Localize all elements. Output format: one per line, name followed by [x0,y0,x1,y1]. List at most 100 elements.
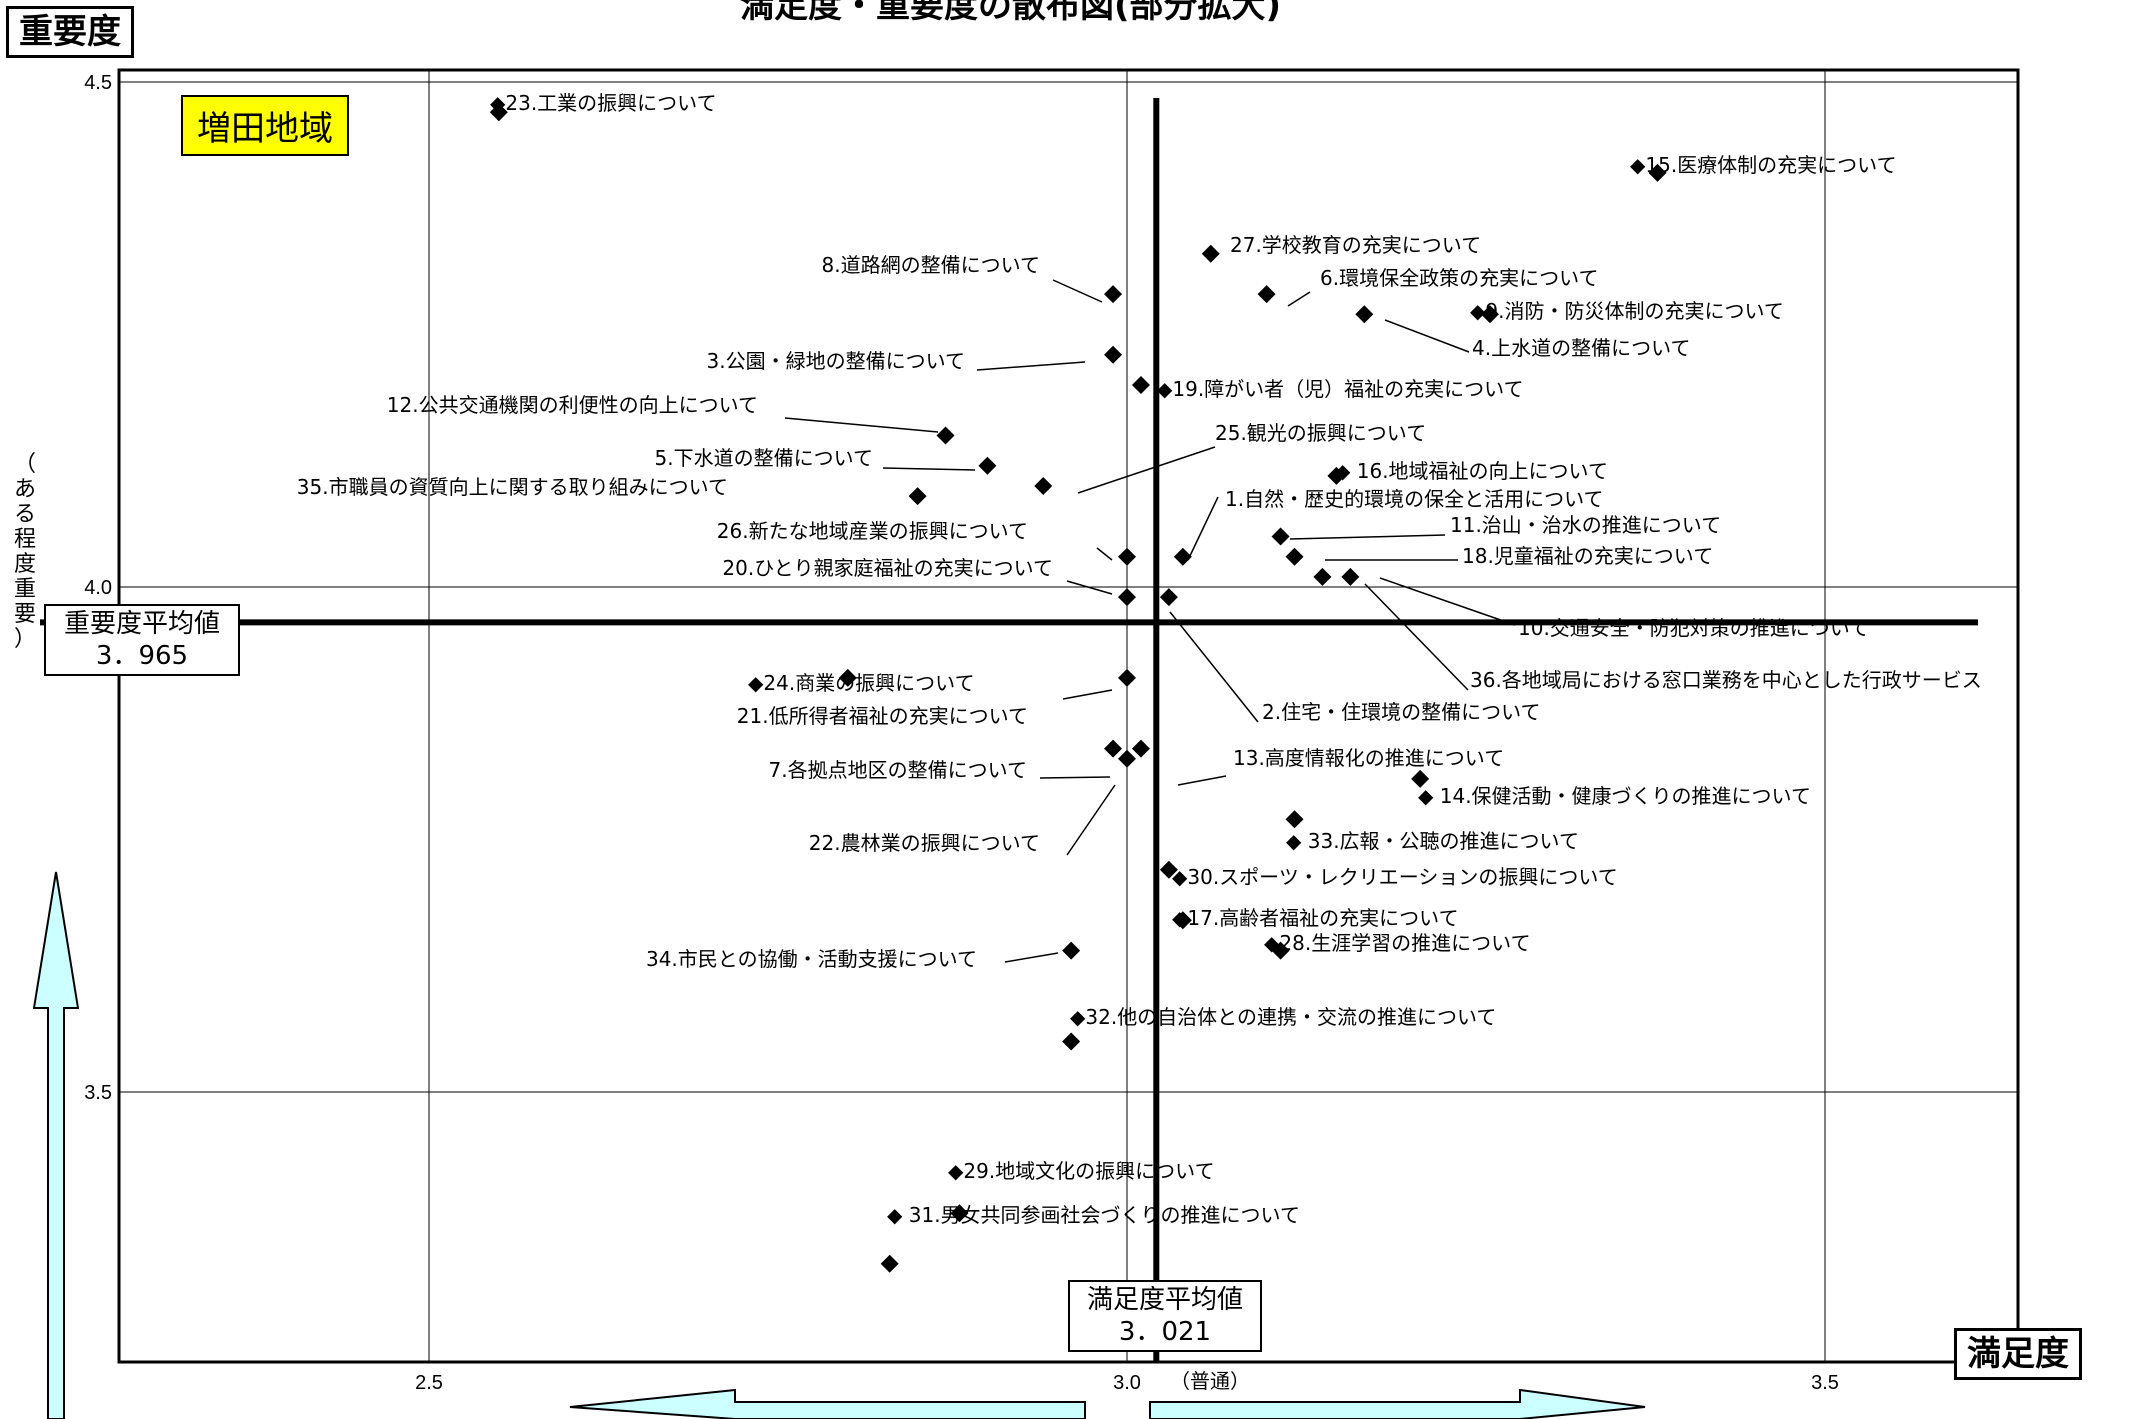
plot-frame [117,68,2020,1364]
data-point-label: 27.学校教育の充実について [1230,233,1481,257]
data-point-label: 26.新たな地域産業の振興について [717,519,1028,543]
leader-line [882,467,976,471]
data-point-marker [1285,810,1304,829]
data-point-label: 2.住宅・住環境の整備について [1262,700,1540,724]
normal-label: （普通） [1170,1369,1250,1393]
data-point-marker [1257,285,1276,304]
x-tick-labels: 2.5 3.0 3.5 [415,1372,1839,1394]
y-side-char: 程 [13,527,36,552]
data-point-label: 22.農林業の振興について [809,831,1040,855]
data-point-marker [1313,567,1332,586]
satisfaction-left-arrow [569,1388,1086,1419]
data-point-marker [1327,466,1346,485]
data-point-label: 11.治山・治水の推進について [1450,513,1721,537]
data-point-marker [1062,1032,1081,1051]
data-point-marker [1104,285,1123,304]
data-labels: ◆23.工業の振興について ◆15.医療体制の充実について 27.学校教育の充実につ… [297,91,1982,1227]
data-point-marker [1271,527,1290,546]
y-side-char: （ [13,452,36,477]
leader-line [1379,577,1516,626]
leader-line [1187,496,1219,561]
data-point-label: ◆23.工業の振興について [490,91,717,115]
avg-importance-box: 重要度平均値 3．965 [44,604,240,676]
data-point-label: ◆30.スポーツ・レクリエーションの振興について [1172,865,1618,889]
leader-line [1052,279,1103,303]
x-tick-label: 3.5 [1811,1372,1839,1394]
data-point-label: 4.上水道の整備について [1472,336,1690,360]
x-axis-header: 満足度 [1954,1328,2082,1380]
data-point-marker [1131,739,1150,758]
data-point-marker [1285,547,1304,566]
data-point-marker [1271,941,1290,960]
data-point-marker [1201,244,1220,263]
data-point-label: 12.公共交通機関の利便性の向上について [387,393,758,417]
data-point-label: 34.市民との協働・活動支援について [646,947,977,971]
data-point-marker [1411,769,1430,788]
data-point-label: ◆32.他の自治体との連携・交流の推進について [1070,1005,1496,1029]
data-point-marker [1355,305,1374,324]
data-point-label: 20.ひとり親家庭福祉の充実について [722,556,1053,580]
data-point-label: ◆ 33.広報・公聴の推進について [1286,829,1579,853]
data-point-label: 18.児童福祉の充実について [1462,544,1713,568]
y-side-char: る [13,502,36,527]
y-tick-labels: 4.5 4.0 3.5 [84,72,112,1104]
data-point-label: 25.観光の振興について [1215,421,1426,445]
data-point-label: ◆ 31.男女共同参画社会づくりの推進について [887,1203,1300,1227]
data-point-marker [880,1254,899,1273]
data-point-label: 8.道路網の整備について [822,253,1040,277]
leader-line [1287,291,1311,307]
y-tick-label: 4.5 [84,72,112,94]
data-point-label: ◆28.生涯学習の推進について [1264,931,1531,955]
region-label: 増田地域 [181,95,349,156]
leader-line [1177,775,1227,786]
y-side-label: （ある程度重要） [12,452,38,652]
data-point-label: 13.高度情報化の推進について [1233,746,1504,770]
y-tick-label: 4.0 [84,577,112,599]
leader-line [1364,583,1469,691]
data-point-marker [1159,860,1178,879]
x-tick-label: 3.0 [1113,1372,1141,1394]
data-point-label: 7.各拠点地区の整備について [769,758,1027,782]
data-point-marker [936,426,955,445]
data-point-label: 21.低所得者福祉の充実について [737,704,1028,728]
data-point-label: ◆19.障がい者（児）福祉の充実について [1157,377,1524,401]
leader-line [1096,547,1113,561]
avg-satisfaction-value: 3．021 [1118,1317,1212,1347]
data-point-marker [1173,547,1192,566]
data-point-marker [1062,941,1081,960]
data-point-marker [1480,305,1499,324]
y-side-char: 度 [13,552,36,577]
data-point-label: 3.公園・緑地の整備について [707,349,965,373]
leader-line [1004,952,1059,963]
data-point-marker [1173,911,1192,930]
data-point-label: ◆ 14.保健活動・健康づくりの推進について [1418,784,1811,808]
y-side-char: ） [13,627,36,652]
y-side-char: 重 [13,577,36,602]
grid-lines [119,70,2018,1362]
avg-importance-value: 3．965 [95,641,189,671]
data-point-marker [1341,567,1360,586]
data-point-marker [1118,668,1136,687]
leader-lines [784,279,1516,963]
chart-title: 満足度・重要度の散布図(部分拡大) [740,0,1282,26]
avg-importance-label: 重要度平均値 [63,609,220,639]
data-point-label: 36.各地域局における窓口業務を中心とした行政サービス [1470,668,1982,692]
satisfaction-right-arrow [1149,1388,1646,1419]
data-point-marker [838,668,857,687]
leader-line [1289,534,1446,540]
x-tick-label: 2.5 [415,1372,443,1394]
data-point-marker [1034,477,1053,495]
leader-line [1066,580,1113,595]
leader-line [1066,784,1116,856]
y-axis-header: 重要度 [6,6,134,58]
y-side-char: あ [13,477,36,502]
data-point-marker [1648,163,1667,182]
leader-line [1062,689,1113,700]
data-point-marker [908,487,927,506]
data-point-label: 10.交通安全・防犯対策の推進について [1518,616,1869,640]
data-point-label: ◆29.地域文化の振興について [948,1159,1215,1183]
data-point-label: 1.自然・歴史的環境の保全と活用について [1225,487,1603,511]
data-markers [489,103,1667,1273]
data-point-marker [978,456,997,475]
data-point-marker [1104,345,1123,364]
